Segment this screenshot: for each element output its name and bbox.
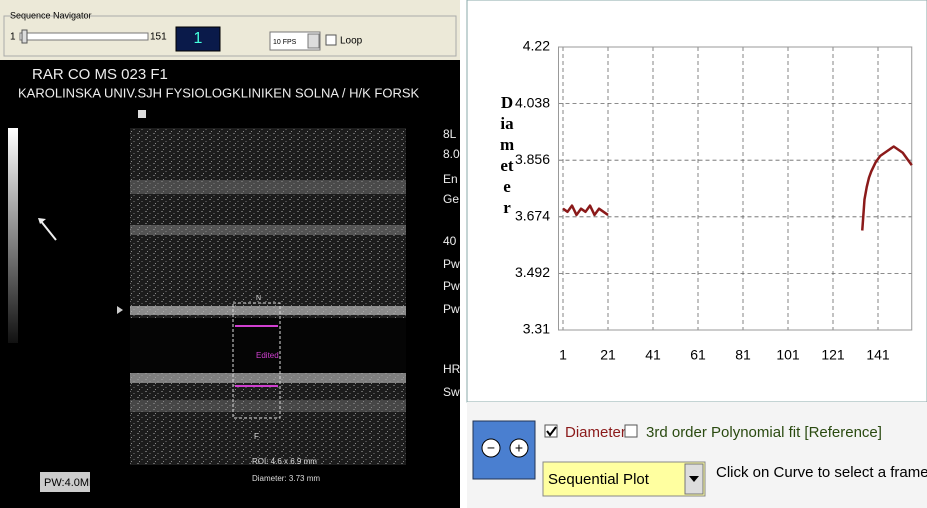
y-tick-label: 3.492 xyxy=(515,264,550,280)
y-tick-label: 3.856 xyxy=(515,151,550,167)
side-label: 8L xyxy=(443,127,457,141)
y-axis-label: Diameter xyxy=(500,92,514,218)
y-tick-label: 4.038 xyxy=(515,94,550,110)
fit-label: 3rd order Polynomial fit [Reference] xyxy=(646,424,882,441)
x-tick-label: 81 xyxy=(735,347,751,363)
y-tick-label: 3.674 xyxy=(515,208,550,224)
plot-panel xyxy=(467,0,927,402)
side-label: Pw xyxy=(443,279,460,293)
x-tick-label: 61 xyxy=(690,347,706,363)
side-label: Pw xyxy=(443,302,460,316)
us-header: KAROLINSKA UNIV.SJH FYSIOLOGKLINIKEN SOL… xyxy=(18,85,420,100)
us-header: RAR CO MS 023 F1 xyxy=(32,66,168,83)
frame-number[interactable]: 1 xyxy=(194,30,203,47)
slider-thumb[interactable] xyxy=(22,30,27,43)
x-tick-label: 1 xyxy=(559,347,567,363)
side-label: En xyxy=(443,172,458,186)
nav-min: 1 xyxy=(10,32,16,43)
loop-label: Loop xyxy=(340,36,363,47)
side-label: 40 xyxy=(443,234,457,248)
side-label: Ge xyxy=(443,192,459,206)
y-tick-label: 4.22 xyxy=(523,38,550,54)
fps-value: 10 FPS xyxy=(273,39,297,46)
diameter-readout: Diameter: 3.73 mm xyxy=(252,474,320,483)
nav-max: 151 xyxy=(150,32,167,43)
roi-edited: Edited xyxy=(256,351,279,360)
ultrasound-image xyxy=(130,128,406,465)
roi-top: N xyxy=(256,295,261,302)
nav-title: Sequence Navigator xyxy=(10,10,92,20)
fit-checkbox[interactable] xyxy=(625,425,637,437)
side-label: Sw xyxy=(443,385,460,399)
x-tick-label: 141 xyxy=(866,347,890,363)
x-tick-label: 101 xyxy=(776,347,800,363)
loop-checkbox[interactable] xyxy=(326,35,336,45)
roi-size: ROI: 4.6 x 6.9 mm xyxy=(252,457,317,466)
plot-mode: Sequential Plot xyxy=(548,471,650,488)
legend-diameter: Diameter xyxy=(565,424,626,441)
roi-bottom: F xyxy=(254,432,259,441)
side-label: HR xyxy=(443,362,461,376)
hint: Click on Curve to select a frame xyxy=(716,464,927,481)
side-label: Pw xyxy=(443,257,460,271)
y-tick-label: 3.31 xyxy=(523,321,550,337)
x-tick-label: 21 xyxy=(600,347,616,363)
svg-text:+: + xyxy=(515,440,523,456)
screen: Sequence Navigator 1 151 1 10 FPS Loop R… xyxy=(0,0,927,508)
page: Sequence Navigator 1 151 1 10 FPS Loop R… xyxy=(0,0,927,508)
x-tick-label: 41 xyxy=(645,347,661,363)
side-label: 8.0 xyxy=(443,147,460,161)
x-tick-label: 121 xyxy=(821,347,845,363)
probe-label: PW:4.0MHz xyxy=(44,477,102,489)
svg-text:−: − xyxy=(487,440,495,456)
